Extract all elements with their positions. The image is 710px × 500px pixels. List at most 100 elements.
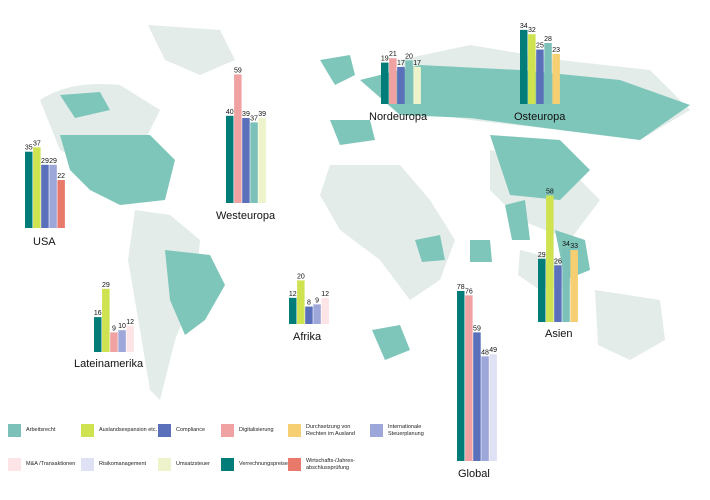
legend-item: Durchsetzung von Rechten im Ausland xyxy=(288,424,366,437)
region-label: Afrika xyxy=(293,331,322,343)
bar xyxy=(465,295,473,461)
data-label: 39 xyxy=(258,111,266,118)
chart-asien: 29 58 26 34 33 Asien xyxy=(538,189,578,340)
legend-swatch xyxy=(81,424,94,437)
bar xyxy=(226,115,234,203)
bar xyxy=(538,258,546,322)
legend-label: Wirtschafts-/Jahres-abschlussprüfung xyxy=(306,458,355,471)
bar xyxy=(234,74,242,203)
data-label: 33 xyxy=(570,243,578,250)
data-label: 29 xyxy=(41,158,49,165)
bar xyxy=(25,151,33,228)
bar xyxy=(102,288,110,352)
data-label: 48 xyxy=(481,349,489,356)
bar xyxy=(313,304,321,324)
data-label: 76 xyxy=(465,288,473,295)
region-label: USA xyxy=(33,236,56,248)
bar xyxy=(321,297,329,324)
legend-label: Compliance xyxy=(176,427,206,434)
bar xyxy=(520,29,528,105)
legend-item: Digitalisierung xyxy=(221,424,299,437)
data-label: 12 xyxy=(321,291,329,298)
data-label: 16 xyxy=(94,310,102,317)
data-label: 12 xyxy=(289,291,297,298)
legend-item: Auslandsexpansion etc. xyxy=(81,424,159,437)
data-label: 49 xyxy=(489,347,497,354)
data-label: 34 xyxy=(520,23,528,30)
legend-label: Durchsetzung von Rechten im Ausland xyxy=(306,424,355,437)
data-label: 25 xyxy=(536,43,544,50)
data-label: 22 xyxy=(57,173,65,180)
bar xyxy=(552,53,560,104)
data-label: 26 xyxy=(554,258,562,265)
legend-swatch xyxy=(221,458,234,471)
data-label: 58 xyxy=(546,189,554,196)
data-label: 37 xyxy=(250,115,258,122)
data-label: 32 xyxy=(528,27,536,34)
legend-swatch xyxy=(8,458,21,471)
legend-item: M&A /Transaktionen xyxy=(8,458,86,471)
bar xyxy=(305,306,313,324)
data-label: 59 xyxy=(234,67,242,74)
bar xyxy=(118,330,126,352)
bar xyxy=(297,280,305,324)
data-label: 23 xyxy=(552,47,560,54)
data-label: 21 xyxy=(389,51,397,58)
legend-label: Auslandsexpansion etc. xyxy=(99,427,158,434)
data-label: 10 xyxy=(118,323,126,330)
bar xyxy=(242,117,250,203)
bar xyxy=(33,147,41,228)
legend-label: Umsatzsteuer xyxy=(176,461,210,468)
bar xyxy=(405,60,413,104)
data-label: 17 xyxy=(413,60,421,67)
bar xyxy=(562,247,570,322)
data-label: 9 xyxy=(112,325,116,332)
data-label: 19 xyxy=(381,56,389,63)
legend-swatch xyxy=(370,424,383,437)
bar xyxy=(528,34,536,104)
legend-label: M&A /Transaktionen xyxy=(26,461,76,468)
bar xyxy=(57,180,65,228)
data-label: 8 xyxy=(307,300,311,307)
legend-label: Internationale Steuerplanung xyxy=(388,424,424,437)
data-label: 28 xyxy=(544,36,552,43)
legend-swatch xyxy=(158,458,171,471)
bar xyxy=(41,164,49,228)
region-label: Westeuropa xyxy=(216,210,276,222)
data-label: 20 xyxy=(297,273,305,280)
data-label: 35 xyxy=(25,145,33,152)
data-label: 59 xyxy=(473,325,481,332)
legend-item: Compliance xyxy=(158,424,236,437)
bar xyxy=(570,250,578,322)
data-label: 9 xyxy=(315,297,319,304)
bar xyxy=(397,66,405,104)
bar xyxy=(546,195,554,322)
bar xyxy=(413,66,421,104)
region-label: Nordeuropa xyxy=(369,111,428,123)
bar xyxy=(289,297,297,324)
legend-label: Arbeitsrecht xyxy=(26,427,56,434)
data-label: 20 xyxy=(405,53,413,60)
bar xyxy=(381,62,389,104)
legend-item: Arbeitsrecht xyxy=(8,424,86,437)
region-label: Asien xyxy=(545,328,573,340)
legend-swatch xyxy=(158,424,171,437)
data-label: 17 xyxy=(397,60,405,67)
region-label: Osteuropa xyxy=(514,111,566,123)
legend-label: Verrechnungspreise xyxy=(239,461,288,468)
legend-swatch xyxy=(288,458,301,471)
legend-item: Umsatzsteuer xyxy=(158,458,236,471)
legend-label: Risikomanagement xyxy=(99,461,147,468)
data-label: 39 xyxy=(242,111,250,118)
bar xyxy=(110,332,118,352)
legend-label: Digitalisierung xyxy=(239,427,274,434)
data-label: 29 xyxy=(538,252,546,259)
legend-swatch xyxy=(8,424,21,437)
legend-item: Internationale Steuerplanung xyxy=(370,424,448,437)
legend-item: Verrechnungspreise xyxy=(221,458,299,471)
data-label: 29 xyxy=(49,158,57,165)
